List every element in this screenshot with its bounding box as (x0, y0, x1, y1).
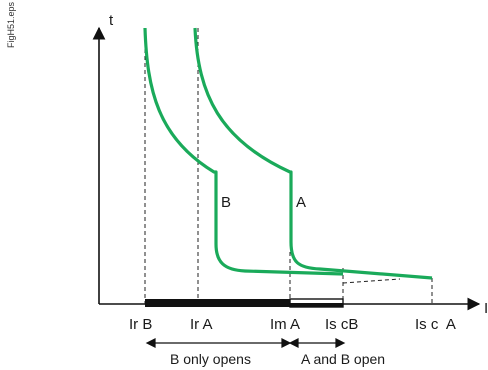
b-only-arrow-left-head (145, 338, 156, 348)
a-and-b-arrow-right-head (335, 338, 346, 348)
b-only-arrow-right-head (281, 338, 292, 348)
tick-ir-b: Ir B (129, 316, 152, 333)
guide-lines (144, 28, 433, 304)
curve-a (193, 27, 433, 280)
curve-b-label: B (221, 194, 231, 211)
y-axis-label: t (109, 12, 114, 29)
guide-diag (342, 278, 401, 284)
a-and-b-bar-fill (290, 303, 343, 307)
range-arrows (145, 338, 346, 348)
curve-a-label: A (296, 194, 306, 211)
range-b-only-label: B only opens (170, 351, 251, 367)
tick-is-cb: Is cB (325, 316, 358, 333)
tick-im-a: Im A (270, 316, 300, 333)
range-a-and-b-label: A and B open (301, 351, 385, 367)
a-and-b-arrow-left-head (288, 338, 299, 348)
curve-b (143, 27, 344, 276)
tick-ir-a: Ir A (190, 316, 213, 333)
figure-id: FigH51.eps (6, 1, 16, 48)
b-only-bar (145, 299, 290, 307)
x-axis-label: I (484, 300, 488, 317)
tick-is-ca: Is c A (415, 316, 456, 333)
